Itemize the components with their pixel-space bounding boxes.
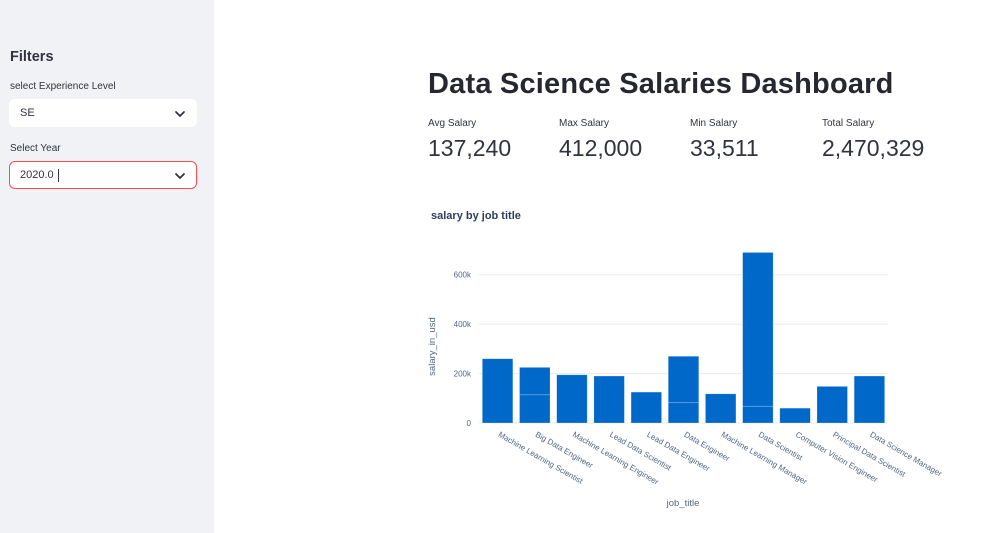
bar-segment[interactable] xyxy=(519,367,551,396)
metric-value: 33,511 xyxy=(690,135,759,161)
bar-segment[interactable] xyxy=(816,386,848,424)
metric-avg-salary: Avg Salary 137,240 xyxy=(428,118,511,162)
text-cursor xyxy=(58,169,59,182)
bar-segment[interactable] xyxy=(742,252,774,407)
metric-label: Max Salary xyxy=(559,118,610,129)
year-value: 2020.0 xyxy=(20,169,54,181)
bar-segment[interactable] xyxy=(593,375,625,424)
y-tick-label: 0 xyxy=(467,419,472,428)
bar-segment[interactable] xyxy=(630,391,662,424)
bar-segment[interactable] xyxy=(482,358,514,424)
chart-title: salary by job title xyxy=(431,210,521,222)
chevron-down-icon[interactable] xyxy=(174,171,186,181)
metric-value: 412,000 xyxy=(559,135,643,161)
metric-label: Min Salary xyxy=(690,118,738,129)
bar-segment[interactable] xyxy=(519,394,551,424)
experience-level-value: SE xyxy=(20,107,35,119)
metric-total-salary: Total Salary 2,470,329 xyxy=(822,118,924,162)
experience-level-select[interactable]: SE xyxy=(9,99,197,127)
page-title: Data Science Salaries Dashboard xyxy=(428,68,894,100)
salary-bar-chart[interactable]: 0 200k 400k 600k Machine Learning Scientist… xyxy=(420,240,980,525)
year-label: Select Year xyxy=(10,143,61,154)
y-tick-label: 400k xyxy=(454,320,472,329)
bar-segment[interactable] xyxy=(556,374,588,424)
metric-min-salary: Min Salary 33,511 xyxy=(690,118,759,162)
y-tick-label: 600k xyxy=(454,271,472,280)
metric-value: 137,240 xyxy=(428,135,512,161)
x-axis-title: job_title xyxy=(666,498,700,509)
year-select[interactable]: 2020.0 xyxy=(9,161,197,189)
bar-segment[interactable] xyxy=(853,375,885,424)
sidebar-title: Filters xyxy=(10,49,54,65)
bar-segment[interactable] xyxy=(667,402,700,424)
sidebar: Filters select Experience Level SE Selec… xyxy=(0,0,214,533)
bar-segment[interactable] xyxy=(779,407,811,424)
y-axis-title: salary_in_usd xyxy=(427,317,438,376)
chart-bars[interactable] xyxy=(482,252,885,424)
y-tick-label: 200k xyxy=(454,370,472,379)
experience-level-label: select Experience Level xyxy=(10,81,116,92)
y-axis-ticks: 0 200k 400k 600k xyxy=(454,271,472,428)
metric-value: 2,470,329 xyxy=(822,135,925,161)
chevron-down-icon[interactable] xyxy=(174,109,186,119)
x-tick-label: Lead Data Scientist xyxy=(608,430,673,473)
bar-segment[interactable] xyxy=(705,393,737,424)
metric-label: Avg Salary xyxy=(428,118,477,129)
bar-segment[interactable] xyxy=(742,405,774,424)
metric-label: Total Salary xyxy=(822,118,875,129)
bar-segment[interactable] xyxy=(667,355,700,404)
metric-max-salary: Max Salary 412,000 xyxy=(559,118,642,162)
x-tick-label: Lead Data Engineer xyxy=(645,430,711,474)
